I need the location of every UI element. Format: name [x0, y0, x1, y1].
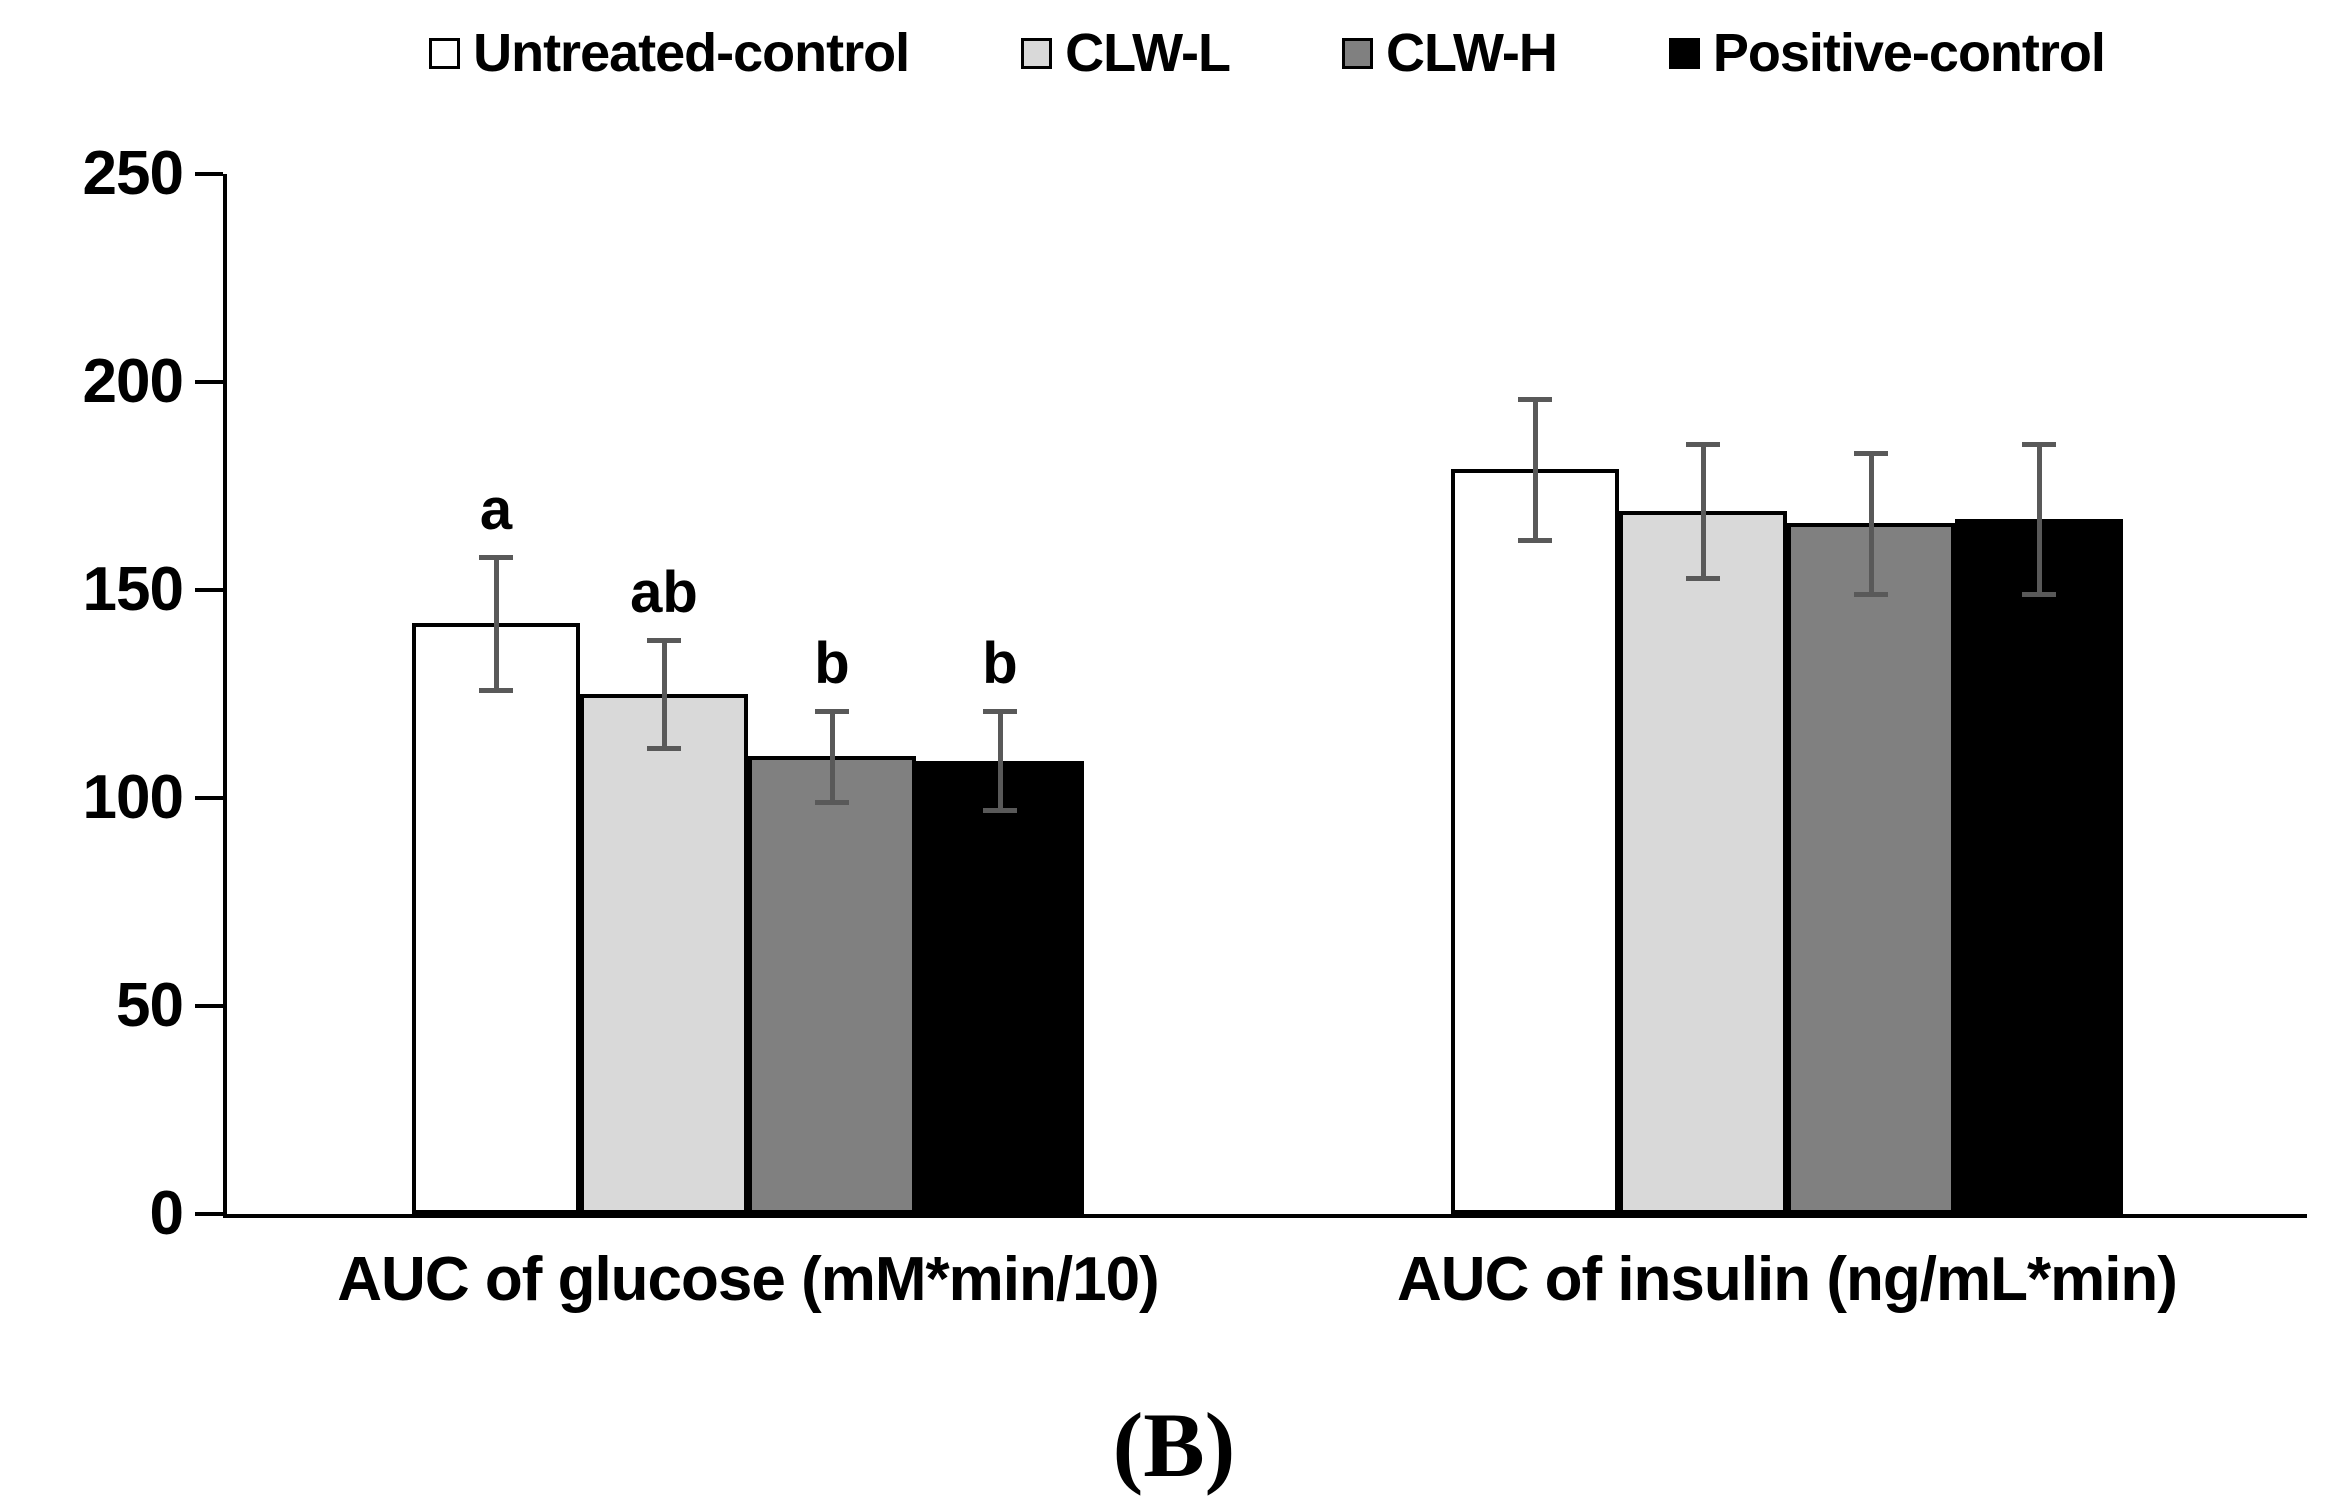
error-bar-cap — [983, 808, 1017, 814]
y-tick-mark — [195, 1212, 223, 1216]
y-tick-mark — [195, 380, 223, 384]
error-bar-cap — [815, 800, 849, 806]
legend-item-untreated-control: Untreated-control — [429, 22, 910, 84]
error-bar-cap — [1518, 396, 1552, 402]
legend-swatch-icon — [1668, 37, 1700, 69]
y-tick-mark — [195, 588, 223, 592]
error-bar — [1532, 398, 1538, 541]
error-bar-cap — [2022, 442, 2056, 448]
significance-label: a — [479, 476, 513, 542]
error-bar-cap — [479, 554, 513, 560]
x-category-label: AUC of insulin (ng/mL*min) — [1397, 1245, 2178, 1314]
y-tick-label: 150 — [82, 555, 184, 624]
error-bar — [1700, 444, 1706, 578]
error-bar — [661, 639, 667, 749]
bar-clw-l — [580, 694, 748, 1214]
legend-label: CLW-L — [1065, 23, 1231, 83]
y-tick-label: 0 — [149, 1179, 184, 1248]
panel-label: (B) — [1112, 1394, 1236, 1496]
error-bar-cap — [647, 746, 681, 752]
y-tick-label: 50 — [116, 971, 184, 1040]
error-bar-cap — [1686, 575, 1720, 581]
legend-label: CLW-H — [1385, 23, 1558, 83]
y-axis-line — [223, 174, 227, 1214]
error-bar-cap — [2022, 592, 2056, 598]
y-tick-label: 100 — [82, 763, 184, 832]
error-bar — [1868, 452, 1874, 595]
legend-label: Untreated-control — [473, 23, 910, 83]
error-bar-cap — [815, 708, 849, 714]
error-bar — [829, 710, 835, 803]
significance-label: b — [814, 630, 850, 696]
bar-clw-h — [1787, 523, 1955, 1214]
y-tick-label: 200 — [82, 347, 184, 416]
bar-positive-control — [1955, 519, 2123, 1214]
bar-clw-l — [1619, 510, 1787, 1214]
legend-item-clw-h: CLW-H — [1341, 22, 1558, 84]
legend-item-clw-l: CLW-L — [1021, 22, 1231, 84]
error-bar-cap — [647, 637, 681, 643]
legend-swatch-icon — [429, 37, 461, 69]
error-bar-cap — [479, 687, 513, 693]
x-category-label: AUC of glucose (mM*min/10) — [337, 1245, 1159, 1314]
legend-swatch-icon — [1021, 37, 1053, 69]
bar-untreated-control — [412, 623, 580, 1214]
y-tick-mark — [195, 172, 223, 176]
error-bar-cap — [1854, 592, 1888, 598]
error-bar — [493, 556, 499, 690]
error-bar-cap — [983, 708, 1017, 714]
error-bar-cap — [1854, 450, 1888, 456]
x-axis-line — [223, 1214, 2307, 1218]
bar-clw-h — [748, 756, 916, 1214]
legend: Untreated-control CLW-L CLW-H Positive-cont… — [227, 22, 2307, 84]
legend-swatch-icon — [1341, 37, 1373, 69]
legend-item-positive-control: Positive-control — [1668, 22, 2106, 84]
error-bar — [997, 710, 1003, 811]
error-bar — [2036, 444, 2042, 595]
bar-positive-control — [916, 760, 1084, 1214]
legend-label: Positive-control — [1712, 23, 2106, 83]
bar-untreated-control — [1451, 469, 1619, 1214]
y-tick-mark — [195, 796, 223, 800]
error-bar-cap — [1518, 538, 1552, 544]
y-tick-mark — [195, 1004, 223, 1008]
significance-label: b — [982, 630, 1018, 696]
error-bar-cap — [1686, 442, 1720, 448]
y-tick-label: 250 — [82, 139, 184, 208]
significance-label: ab — [630, 559, 698, 625]
